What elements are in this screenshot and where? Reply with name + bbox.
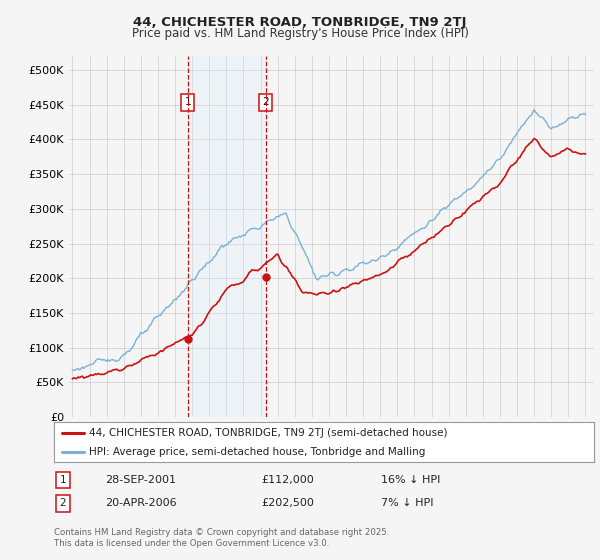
Text: 28-SEP-2001: 28-SEP-2001 <box>105 475 176 485</box>
Text: 1: 1 <box>185 97 191 107</box>
Text: HPI: Average price, semi-detached house, Tonbridge and Malling: HPI: Average price, semi-detached house,… <box>89 447 425 457</box>
Text: 16% ↓ HPI: 16% ↓ HPI <box>381 475 440 485</box>
Text: Price paid vs. HM Land Registry's House Price Index (HPI): Price paid vs. HM Land Registry's House … <box>131 27 469 40</box>
Text: £112,000: £112,000 <box>261 475 314 485</box>
Text: 20-APR-2006: 20-APR-2006 <box>105 498 176 508</box>
Text: 1: 1 <box>59 475 67 485</box>
Text: £202,500: £202,500 <box>261 498 314 508</box>
Text: Contains HM Land Registry data © Crown copyright and database right 2025.
This d: Contains HM Land Registry data © Crown c… <box>54 528 389 548</box>
Text: 2: 2 <box>59 498 67 508</box>
Text: 2: 2 <box>262 97 269 107</box>
Text: 44, CHICHESTER ROAD, TONBRIDGE, TN9 2TJ (semi-detached house): 44, CHICHESTER ROAD, TONBRIDGE, TN9 2TJ … <box>89 428 448 438</box>
Text: 44, CHICHESTER ROAD, TONBRIDGE, TN9 2TJ: 44, CHICHESTER ROAD, TONBRIDGE, TN9 2TJ <box>133 16 467 29</box>
Bar <box>188 56 266 417</box>
Text: 7% ↓ HPI: 7% ↓ HPI <box>381 498 433 508</box>
